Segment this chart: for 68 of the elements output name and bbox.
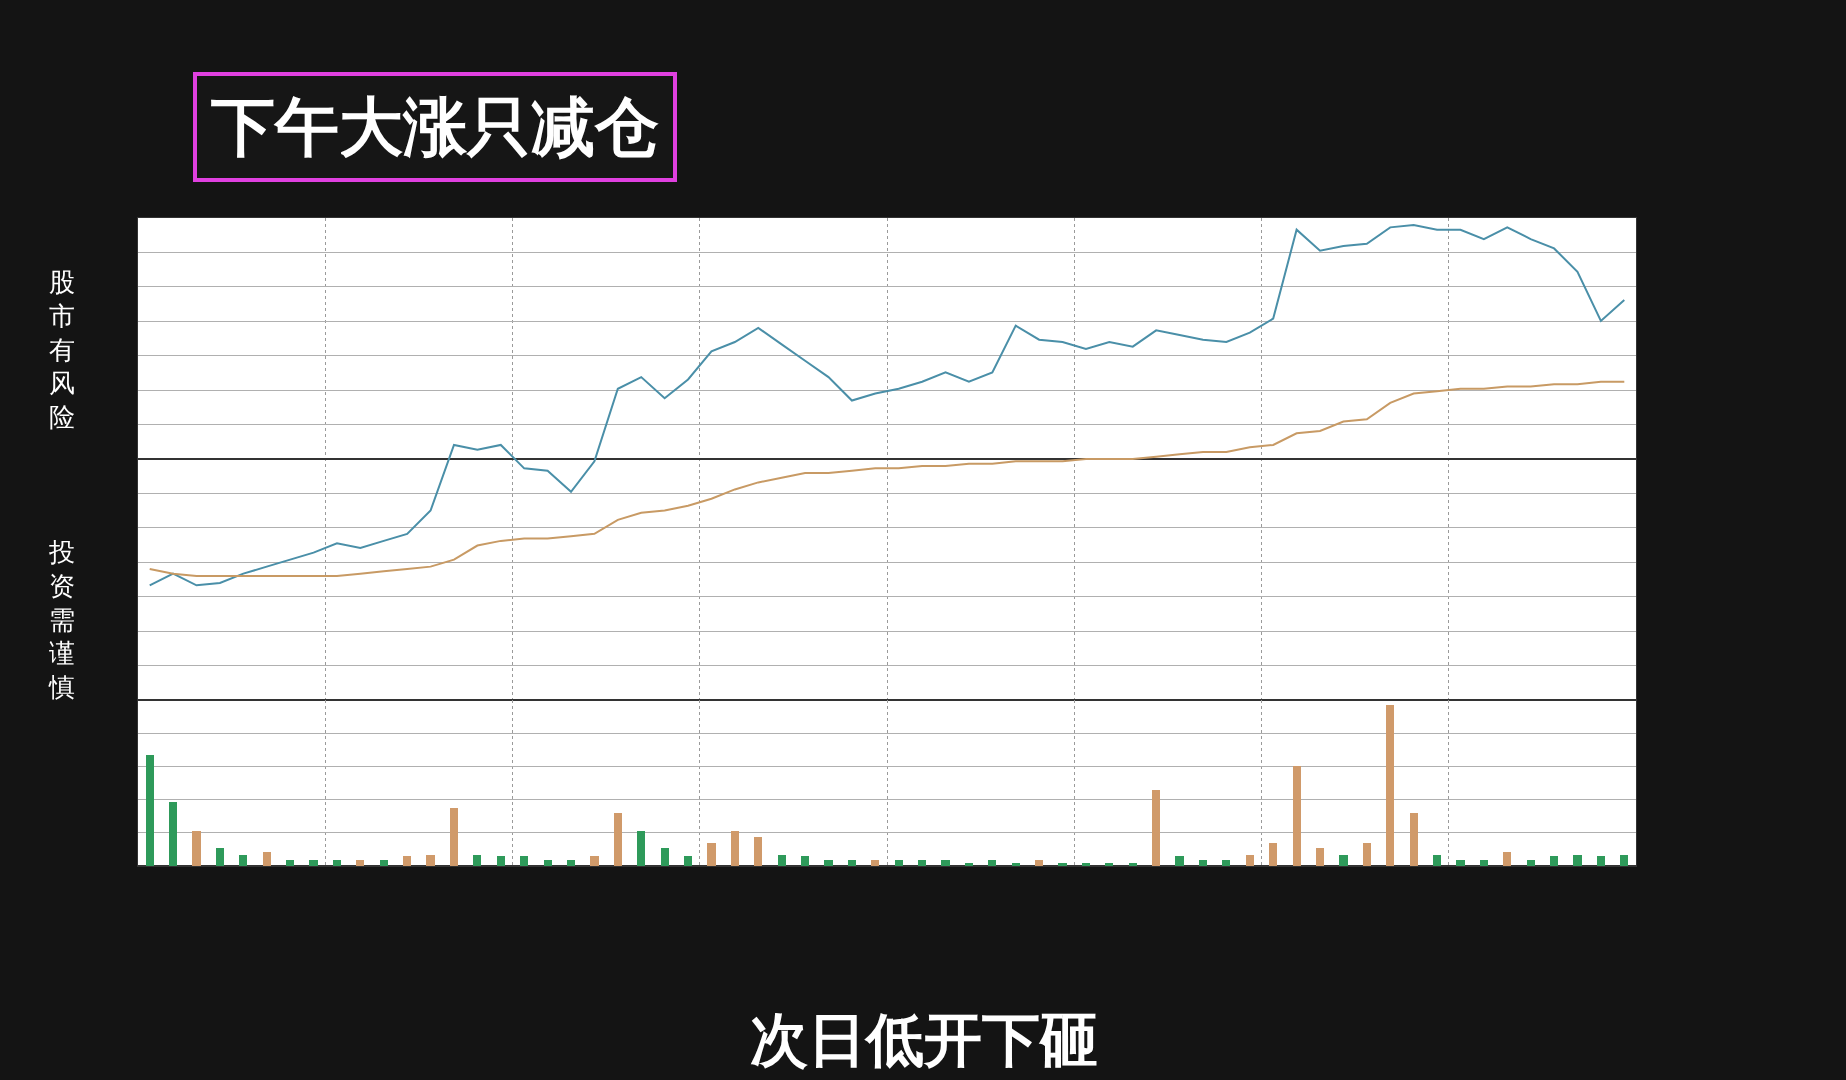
bar	[1480, 860, 1488, 866]
bar	[1503, 852, 1511, 866]
bar	[1152, 790, 1160, 866]
bar	[988, 860, 996, 866]
bar	[1550, 856, 1558, 866]
bar	[871, 860, 879, 866]
bar	[895, 860, 903, 866]
bar	[1082, 863, 1090, 866]
bar	[146, 755, 154, 866]
bar	[216, 848, 224, 866]
bar	[450, 808, 458, 866]
bar	[614, 813, 622, 866]
bar	[754, 837, 762, 866]
bar	[1410, 813, 1418, 866]
bar	[684, 856, 692, 866]
bar	[426, 855, 435, 866]
bar	[1199, 860, 1207, 866]
bar	[1433, 855, 1441, 866]
bar	[567, 860, 575, 866]
bar	[1175, 856, 1184, 866]
bar	[1293, 766, 1301, 866]
bar	[1339, 855, 1348, 866]
bar	[403, 856, 411, 866]
bar	[1386, 705, 1394, 866]
bar	[520, 856, 528, 866]
bar	[1527, 860, 1535, 866]
bar	[1129, 863, 1137, 866]
text: 次日低开下砸	[750, 1006, 1098, 1074]
bar	[731, 831, 739, 866]
bar	[1456, 860, 1465, 866]
bar	[1316, 848, 1324, 866]
bar	[380, 860, 388, 866]
bar	[1269, 843, 1277, 866]
bar	[1012, 863, 1020, 866]
bar	[801, 856, 809, 866]
bar	[1620, 855, 1628, 866]
bar	[169, 802, 177, 866]
bar	[848, 860, 856, 866]
bar	[1246, 855, 1254, 866]
text: 投资需谨慎	[48, 537, 75, 703]
bar	[1105, 863, 1113, 866]
bar	[263, 852, 271, 866]
bar	[1058, 863, 1067, 866]
bar	[497, 856, 505, 866]
bar	[544, 860, 552, 866]
bar	[1363, 843, 1371, 866]
bar	[590, 856, 599, 866]
chart-title: 下午大涨只减仓	[211, 90, 659, 164]
bar	[661, 848, 669, 866]
bar	[356, 860, 364, 866]
bar	[333, 860, 341, 866]
bar	[965, 863, 973, 866]
bar	[918, 860, 926, 866]
bar	[707, 843, 716, 866]
bar	[1035, 860, 1043, 866]
bar	[239, 855, 247, 866]
bar	[824, 860, 833, 866]
bar	[473, 855, 481, 866]
bar	[1573, 855, 1582, 866]
bar	[1222, 860, 1230, 866]
bar	[1597, 856, 1605, 866]
bar	[192, 831, 201, 866]
bar	[941, 860, 950, 866]
bar	[637, 831, 645, 866]
text: 股市有风险	[49, 267, 75, 433]
bar	[309, 860, 318, 866]
bar	[778, 855, 786, 866]
bar	[286, 860, 294, 866]
